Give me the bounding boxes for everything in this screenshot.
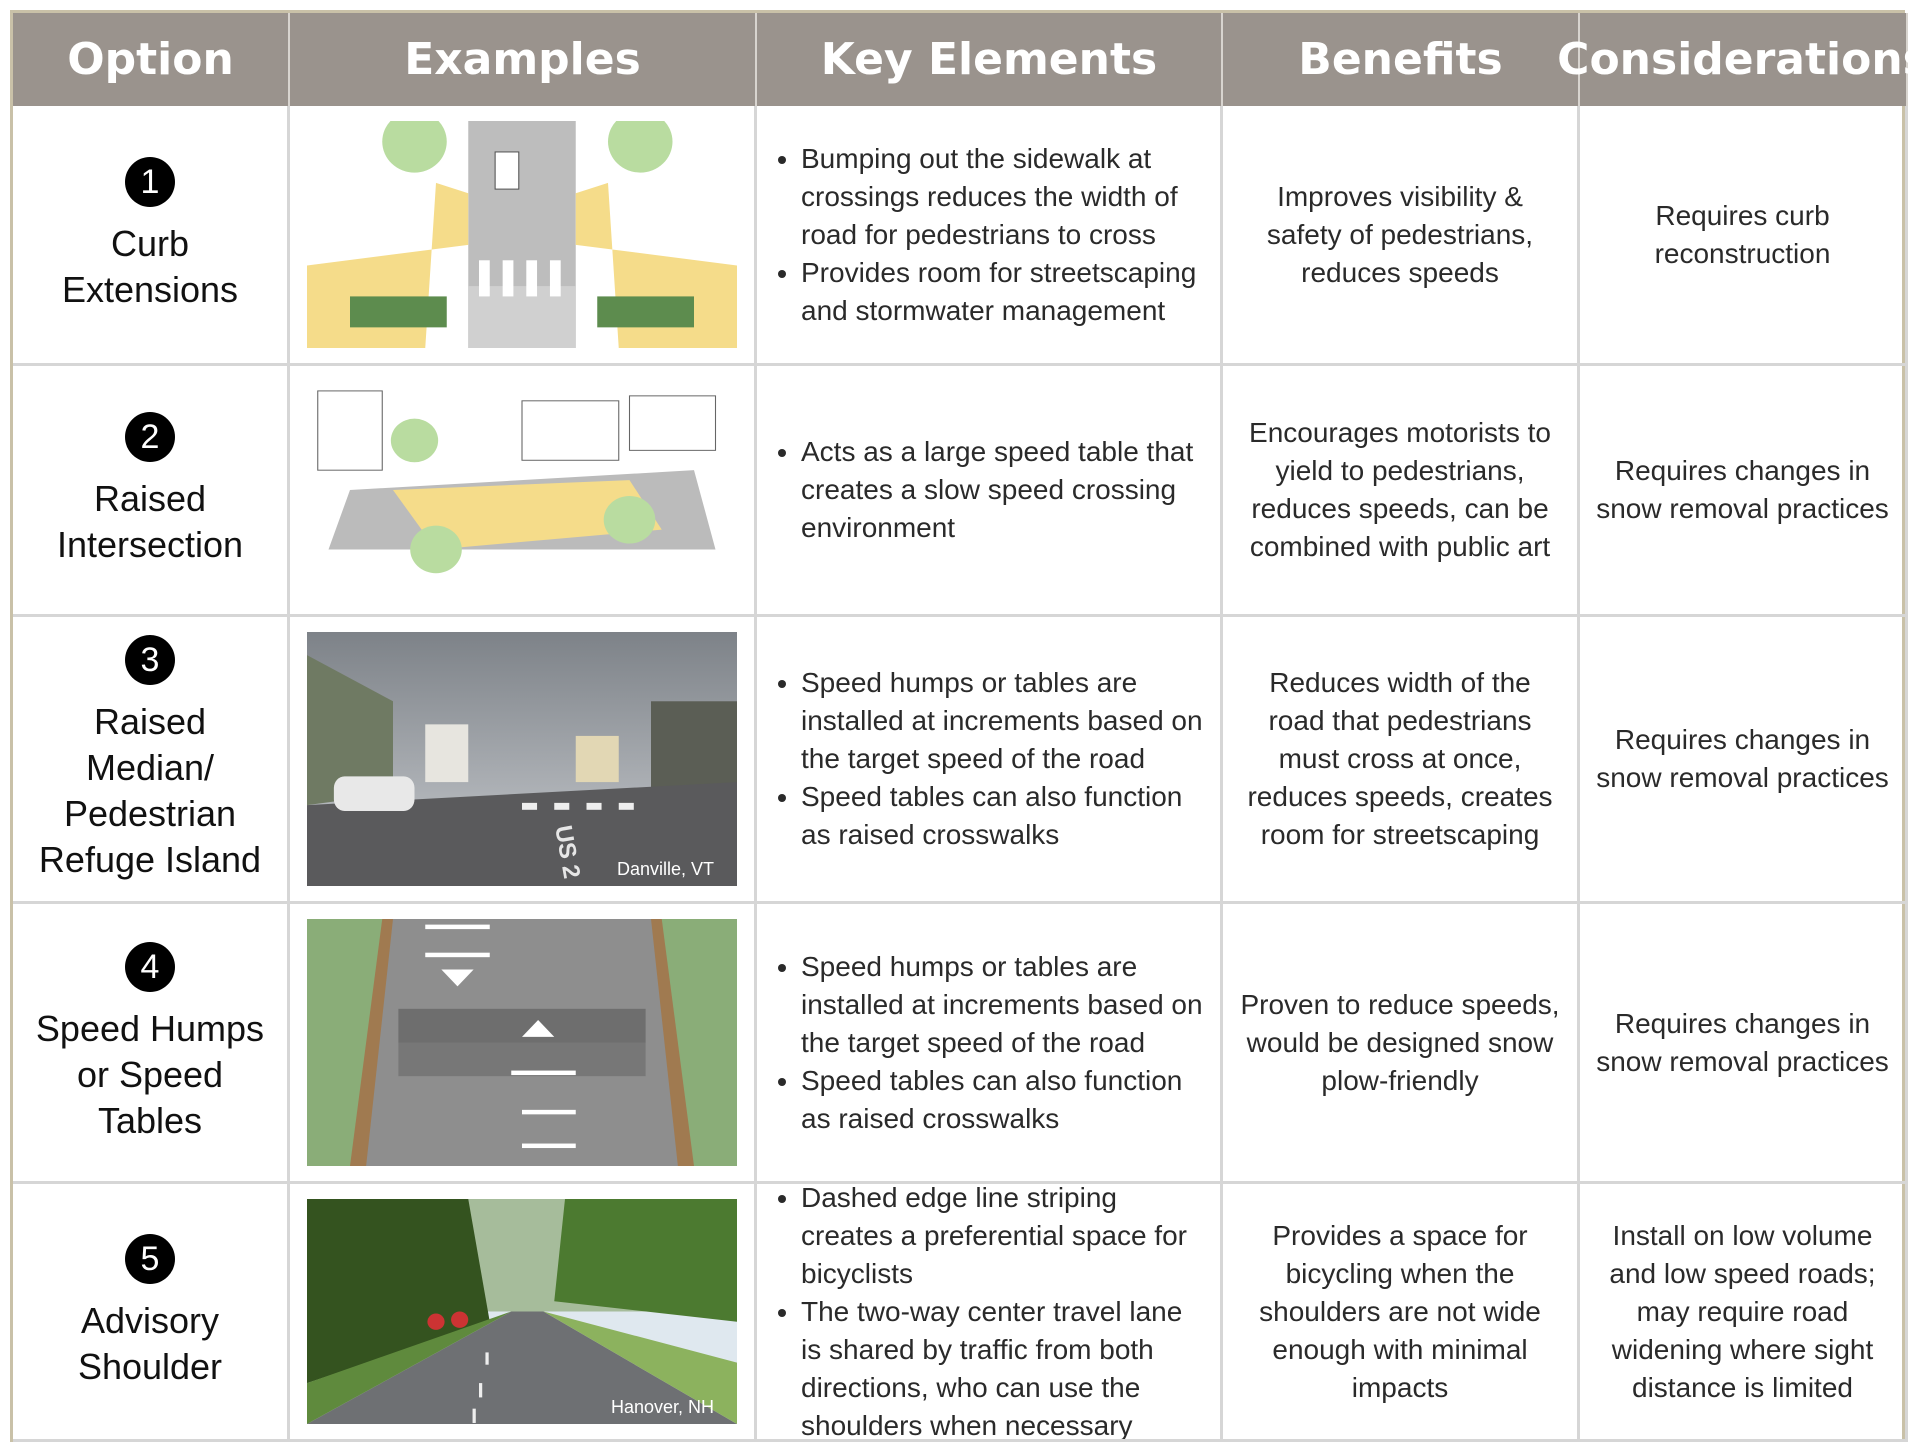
considerations-cell: Install on low volume and low speed road… bbox=[1580, 1184, 1908, 1442]
key-element: Bumping out the sidewalk at crossings re… bbox=[801, 140, 1204, 254]
key-elements-cell: Dashed edge line striping creates a pref… bbox=[757, 1184, 1223, 1442]
option-number: 2 bbox=[125, 412, 175, 462]
key-element: Provides room for streetscaping and stor… bbox=[801, 254, 1204, 330]
example-image-cell bbox=[290, 904, 757, 1184]
considerations-cell: Requires changes in snow removal practic… bbox=[1580, 366, 1908, 617]
column-header: Option bbox=[13, 13, 290, 106]
key-element: Acts as a large speed table that creates… bbox=[801, 433, 1204, 547]
column-header: Examples bbox=[290, 13, 757, 106]
key-element: The two-way center travel lane is shared… bbox=[801, 1293, 1204, 1442]
key-elements-list: Bumping out the sidewalk at crossings re… bbox=[773, 140, 1204, 330]
key-element: Speed tables can also function as raised… bbox=[801, 1062, 1204, 1138]
column-header: Key Elements bbox=[757, 13, 1223, 106]
key-element: Speed tables can also function as raised… bbox=[801, 778, 1204, 854]
option-name-line: Refuge Island bbox=[39, 837, 261, 883]
example-image bbox=[307, 121, 737, 348]
key-elements-list: Acts as a large speed table that creates… bbox=[773, 433, 1204, 547]
option-number: 5 bbox=[125, 1234, 175, 1284]
considerations-cell: Requires changes in snow removal practic… bbox=[1580, 904, 1908, 1184]
example-image-cell bbox=[290, 366, 757, 617]
option-number: 1 bbox=[125, 157, 175, 207]
key-elements-cell: Speed humps or tables are installed at i… bbox=[757, 617, 1223, 904]
key-elements-cell: Bumping out the sidewalk at crossings re… bbox=[757, 106, 1223, 366]
option-name-line: Shoulder bbox=[78, 1344, 222, 1390]
option-name-line: Raised Median/ bbox=[29, 699, 271, 791]
image-caption: Hanover, NH bbox=[611, 1397, 714, 1417]
example-image bbox=[307, 919, 737, 1166]
benefits-cell: Improves visibility & safety of pedestri… bbox=[1223, 106, 1580, 366]
example-image-cell: Hanover, NH bbox=[290, 1184, 757, 1442]
option-name-line: or Speed Tables bbox=[29, 1052, 271, 1144]
example-image-cell bbox=[290, 106, 757, 366]
benefits-cell: Proven to reduce speeds, would be design… bbox=[1223, 904, 1580, 1184]
key-element: Speed humps or tables are installed at i… bbox=[801, 664, 1204, 778]
key-elements-cell: Speed humps or tables are installed at i… bbox=[757, 904, 1223, 1184]
benefits-cell: Encourages motorists to yield to pedestr… bbox=[1223, 366, 1580, 617]
image-caption: Danville, VT bbox=[617, 859, 714, 879]
benefits-cell: Reduces width of the road that pedestria… bbox=[1223, 617, 1580, 904]
column-header: Benefits bbox=[1223, 13, 1580, 106]
key-elements-list: Speed humps or tables are installed at i… bbox=[773, 664, 1204, 854]
key-element: Speed humps or tables are installed at i… bbox=[801, 948, 1204, 1062]
option-name-line: Extensions bbox=[62, 267, 238, 313]
option-name-line: Raised bbox=[94, 476, 206, 522]
column-header: Considerations bbox=[1580, 13, 1908, 106]
key-element: Dashed edge line striping creates a pref… bbox=[801, 1184, 1204, 1293]
considerations-cell: Requires changes in snow removal practic… bbox=[1580, 617, 1908, 904]
considerations-cell: Requires curb reconstruction bbox=[1580, 106, 1908, 366]
option-name-line: Intersection bbox=[57, 522, 243, 568]
option-name-line: Speed Humps bbox=[36, 1006, 264, 1052]
key-elements-cell: Acts as a large speed table that creates… bbox=[757, 366, 1223, 617]
key-elements-list: Speed humps or tables are installed at i… bbox=[773, 948, 1204, 1138]
option-name-line: Pedestrian bbox=[64, 791, 236, 837]
example-image bbox=[307, 381, 737, 599]
option-number: 4 bbox=[125, 942, 175, 992]
option-name-line: Curb bbox=[111, 221, 189, 267]
benefits-cell: Provides a space for bicycling when the … bbox=[1223, 1184, 1580, 1442]
example-image bbox=[307, 1199, 737, 1424]
option-name-line: Advisory bbox=[81, 1298, 219, 1344]
key-elements-list: Dashed edge line striping creates a pref… bbox=[773, 1184, 1204, 1442]
example-image bbox=[307, 632, 737, 886]
option-number: 3 bbox=[125, 635, 175, 685]
